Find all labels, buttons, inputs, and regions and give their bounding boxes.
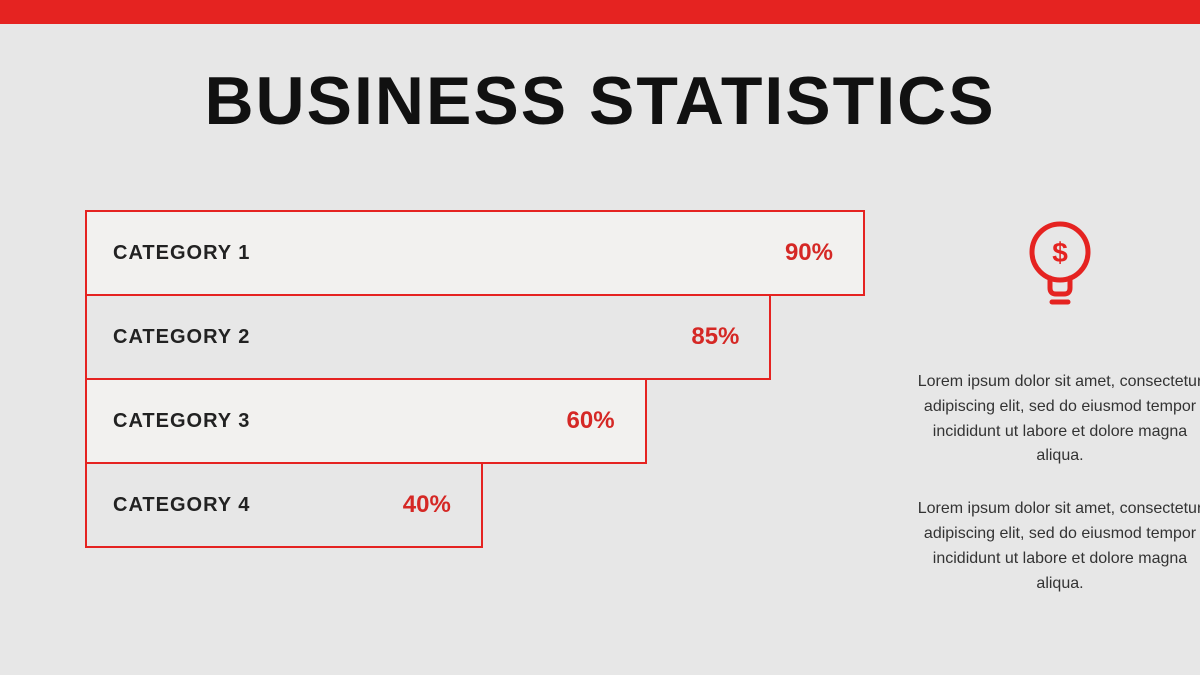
lightbulb-dollar-icon: $	[915, 218, 1200, 310]
bar-row: CATEGORY 3 60%	[85, 378, 647, 464]
svg-text:$: $	[1052, 237, 1068, 268]
bar-value: 60%	[567, 407, 615, 435]
body-paragraph: Lorem ipsum dolor sit amet, consectetur …	[915, 497, 1200, 596]
content-area: CATEGORY 1 90% CATEGORY 2 85% CATEGORY 3…	[85, 210, 1145, 635]
bar-value: 90%	[785, 239, 833, 267]
bar-value: 40%	[403, 491, 451, 519]
bar-row: CATEGORY 4 40%	[85, 462, 483, 548]
bar-label: CATEGORY 3	[113, 410, 250, 433]
bar-row: CATEGORY 2 85%	[85, 294, 771, 380]
bar-label: CATEGORY 1	[113, 242, 250, 265]
bar-label: CATEGORY 4	[113, 494, 250, 517]
bar-chart: CATEGORY 1 90% CATEGORY 2 85% CATEGORY 3…	[85, 210, 865, 635]
body-paragraph: Lorem ipsum dolor sit amet, consectetur …	[915, 370, 1200, 469]
page-title: BUSINESS STATISTICS	[0, 62, 1200, 140]
bar-label: CATEGORY 2	[113, 326, 250, 349]
side-column: $ Lorem ipsum dolor sit amet, consectetu…	[915, 210, 1200, 624]
bar-value: 85%	[691, 323, 739, 351]
bar-row: CATEGORY 1 90%	[85, 210, 865, 296]
top-accent-bar	[0, 0, 1200, 24]
